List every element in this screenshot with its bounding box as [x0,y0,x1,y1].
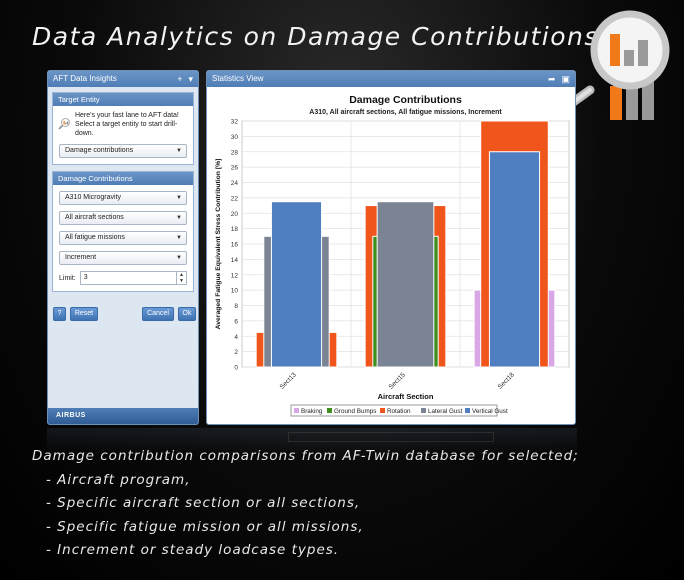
loadcase-type-select[interactable]: Increment ▼ [59,251,187,265]
y-tick-label: 8 [234,303,238,310]
x-tick-label: Sect15 [388,371,408,391]
y-tick-label: 32 [231,119,239,126]
x-tick-label: Sect13 [279,371,299,391]
description-item: - Specific aircraft section or all secti… [46,495,361,511]
panel-reflection [47,428,577,454]
left-panel-header: AFT Data Insights + ▾ [48,71,198,87]
y-tick-label: 30 [231,134,239,141]
aft-data-insights-panel: AFT Data Insights + ▾ Target Entity Here… [47,70,199,425]
target-entity-section: Target Entity Here's your fast lane to A… [52,92,194,165]
legend-swatch [327,408,332,413]
description-intro: Damage contribution comparisons from AF-… [32,448,579,464]
legend-reflection [288,432,494,442]
loadcase-type-value: Increment [65,254,97,261]
chevron-down-icon: ▼ [176,255,182,261]
reset-button[interactable]: Reset [70,307,98,321]
damage-contributions-chart: Damage Contributions A310, All aircraft s… [215,94,570,417]
y-tick-label: 4 [234,334,238,341]
bar-lateral-gust [376,201,435,368]
description-item: - Specific fatigue mission or all missio… [46,518,364,535]
chart-area: Damage Contributions A310, All aircraft s… [207,87,575,424]
damage-contributions-section: Damage Contributions A310 Microgravity ▼… [52,171,194,292]
fatigue-mission-select[interactable]: All fatigue missions ▼ [59,231,187,245]
fatigue-mission-value: All fatigue missions [65,234,125,241]
y-tick-label: 0 [234,365,238,372]
intro-text: Here's your fast lane to AFT data! Selec… [74,112,179,137]
legend-label: Lateral Gust [428,408,463,415]
share-icon[interactable]: ➦ [547,74,556,84]
y-tick-label: 20 [231,211,239,218]
y-tick-label: 18 [231,226,239,233]
target-entity-value: Damage contributions [65,147,134,154]
target-entity-select[interactable]: Damage contributions ▼ [59,144,187,158]
aircraft-program-value: A310 Microgravity [65,194,122,201]
chevron-down-icon: ▼ [176,148,182,154]
limit-label: Limit: [59,274,76,282]
description-item: - Increment or steady loadcase types. [46,542,340,558]
aircraft-program-select[interactable]: A310 Microgravity ▼ [59,191,187,205]
bar-vertical-gust [270,201,323,368]
description-item: - Aircraft program, [46,471,191,488]
legend-label: Ground Bumps [334,408,376,415]
chevron-down-icon: ▼ [176,235,182,241]
save-icon[interactable]: ▣ [561,74,570,84]
x-tick-label: Sect18 [497,371,517,391]
chevron-down-icon[interactable]: ▾ [188,74,193,84]
chevron-down-icon: ▼ [176,195,182,201]
page-title: Data Analytics on Damage Contributions [32,22,599,51]
legend-swatch [380,408,385,413]
y-tick-label: 6 [234,318,238,325]
right-panel-header: Statistics View ➦ ▣ [207,71,575,87]
limit-spinner[interactable]: ▲ ▼ [176,272,186,284]
chevron-down-icon: ▼ [176,215,182,221]
chart-subtitle: A310, All aircraft sections, All fatigue… [309,109,502,116]
cancel-button[interactable]: Cancel [142,307,174,321]
target-entity-title: Target Entity [53,93,193,106]
legend-label: Rotation [387,408,411,415]
right-panel-title: Statistics View [212,74,264,83]
limit-input[interactable]: 3 ▲ ▼ [79,271,187,285]
airbus-logo: AIRBUS [48,408,198,424]
legend-swatch [421,408,426,413]
aircraft-section-select[interactable]: All aircraft sections ▼ [59,211,187,225]
chart-title: Damage Contributions [349,94,462,106]
y-tick-label: 24 [231,180,239,187]
help-button[interactable]: ? [53,307,66,321]
legend-label: Vertical Gust [472,408,508,415]
y-tick-label: 10 [231,288,239,295]
aircraft-section-value: All aircraft sections [65,214,124,221]
add-icon[interactable]: + [177,74,183,84]
y-tick-label: 26 [231,165,239,172]
legend-box [290,404,498,417]
y-axis-label: Averaged Fatigue Equivalent Stress Contr… [215,159,222,330]
legend-swatch [465,408,470,413]
y-tick-label: 12 [231,272,239,279]
ok-button[interactable]: Ok [178,307,196,321]
left-panel-title: AFT Data Insights [53,74,117,83]
y-tick-label: 2 [234,349,238,356]
statistics-view-panel: Statistics View ➦ ▣ Damage Contributions… [206,70,576,425]
insight-magnifier-icon [58,118,70,130]
limit-value: 3 [83,274,88,281]
legend-swatch [294,408,299,413]
bar-vertical-gust [488,151,541,368]
damage-contributions-title: Damage Contributions [53,172,193,185]
x-axis-label: Aircraft Section [378,392,434,401]
y-tick-label: 14 [231,257,239,264]
y-tick-label: 16 [231,242,239,249]
y-tick-label: 22 [231,195,239,202]
legend-label: Braking [301,408,323,415]
description: Damage contribution comparisons from AF-… [32,445,579,563]
y-tick-label: 28 [231,149,239,156]
